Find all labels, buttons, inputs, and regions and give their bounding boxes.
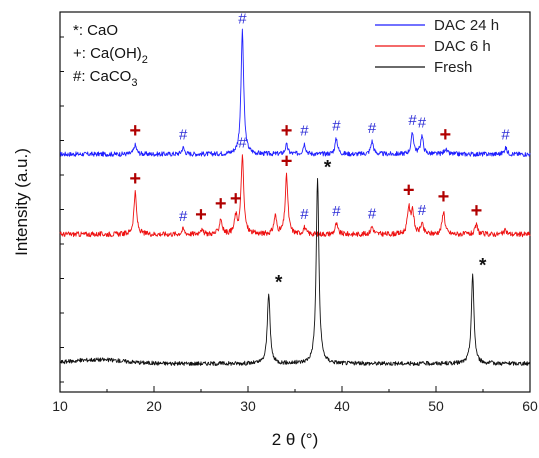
peak-markers: + ##+ # # # # #+ #+# + + +#+# # #+#++*** xyxy=(129,10,510,293)
caco3-marker: # xyxy=(418,114,427,131)
phase-key: *: CaO+: Ca(OH)2#: CaCO3 xyxy=(73,22,148,89)
series-layer xyxy=(59,28,531,366)
legend-label: DAC 24 h xyxy=(434,17,499,34)
legend-label: DAC 6 h xyxy=(434,38,491,55)
caoh2-marker: + xyxy=(215,193,227,215)
caco3-marker: # xyxy=(179,208,188,225)
caoh2-marker: + xyxy=(281,120,293,142)
caoh2-marker: + xyxy=(195,204,207,226)
caco3-marker: # xyxy=(332,203,341,220)
caoh2-marker: + xyxy=(129,168,141,190)
caco3-marker: # xyxy=(332,118,341,135)
key-symbol: * xyxy=(73,22,79,39)
key-entry: +: Ca(OH)2 xyxy=(73,45,148,66)
caco3-marker: # xyxy=(501,127,510,144)
caco3-marker: # xyxy=(408,112,417,129)
caoh2-marker: + xyxy=(471,200,483,222)
cao-marker: * xyxy=(275,272,283,293)
key-subscript: 2 xyxy=(142,54,148,66)
x-tick-label: 30 xyxy=(240,398,256,414)
key-entry: *: CaO xyxy=(73,22,118,39)
caoh2-marker: + xyxy=(129,120,141,142)
caco3-marker: # xyxy=(179,127,188,144)
caoh2-marker: + xyxy=(403,180,415,202)
y-ticks xyxy=(60,36,64,383)
caco3-marker: # xyxy=(418,202,427,219)
x-axis-ticks: 10 20 30 40 50 60 xyxy=(52,386,538,414)
cao-marker: * xyxy=(324,157,332,178)
key-symbol: # xyxy=(73,68,82,85)
caoh2-marker: + xyxy=(230,188,242,210)
legend: DAC 24 h DAC 6 h Fresh xyxy=(375,17,499,76)
series-line-dac-6-h xyxy=(59,154,531,238)
key-subscript: 3 xyxy=(131,77,137,89)
y-axis-title: Intensity (a.u.) xyxy=(12,148,31,256)
series-line-fresh xyxy=(59,178,531,366)
caco3-marker: # xyxy=(368,205,377,222)
x-tick-label: 10 xyxy=(52,398,68,414)
key-text: : CaCO xyxy=(81,68,131,85)
x-tick-label: 60 xyxy=(522,398,538,414)
cao-marker: * xyxy=(479,256,487,277)
caco3-marker: # xyxy=(300,123,309,140)
caoh2-marker: + xyxy=(281,151,293,173)
series-line-dac-24-h xyxy=(59,28,531,157)
caoh2-marker: + xyxy=(438,186,450,208)
caco3-marker: # xyxy=(300,206,309,223)
caco3-marker: # xyxy=(238,135,247,152)
legend-label: Fresh xyxy=(434,59,472,76)
key-text: : Ca(OH) xyxy=(82,45,142,62)
caco3-marker: # xyxy=(238,10,247,27)
key-text: : CaO xyxy=(79,22,118,39)
x-tick-label: 40 xyxy=(334,398,350,414)
caoh2-marker: + xyxy=(440,124,452,146)
key-symbol: + xyxy=(73,45,82,62)
x-axis-title: 2 θ (°) xyxy=(272,430,318,449)
key-entry: #: CaCO3 xyxy=(73,68,137,89)
caco3-marker: # xyxy=(368,120,377,137)
x-tick-label: 50 xyxy=(428,398,444,414)
x-tick-label: 20 xyxy=(146,398,162,414)
